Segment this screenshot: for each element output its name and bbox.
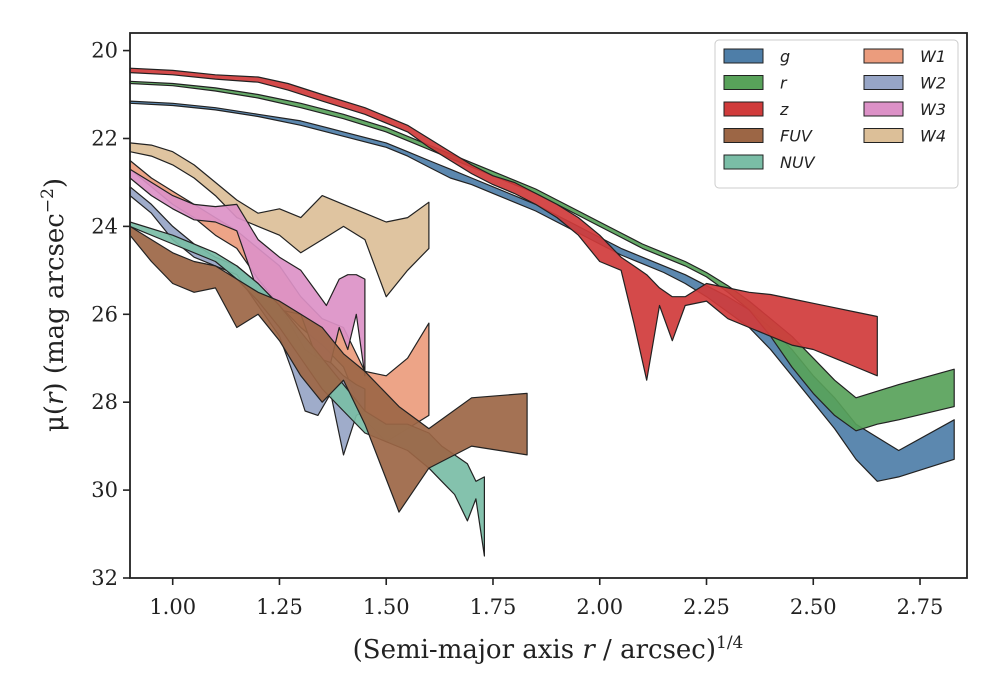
y-axis-label-sup: −2 xyxy=(38,188,58,213)
x-axis-label-sup: 1/4 xyxy=(716,633,743,653)
legend-swatch-w2 xyxy=(863,75,904,90)
legend-label-w1: W1 xyxy=(920,47,946,66)
legend-swatch-fuv xyxy=(723,128,764,143)
legend-label-fuv: FUV xyxy=(780,127,813,146)
y-axis-label-var: r xyxy=(40,391,70,405)
legend-label-w2: W2 xyxy=(920,74,946,93)
legend-swatch-w4 xyxy=(863,128,904,143)
legend-label-w4: W4 xyxy=(920,127,946,146)
x-tick-label-3: 1.75 xyxy=(470,595,517,619)
x-axis-label: (Semi-major axis r / arcsec)1/4 xyxy=(353,633,744,665)
y-axis-label: μ(r) (mag arcsec−2) xyxy=(38,178,70,432)
y-axis-label-mid: ) (mag arcsec xyxy=(40,213,70,392)
legend-label-z: z xyxy=(779,100,789,119)
x-tick-label-5: 2.25 xyxy=(683,595,730,619)
area-band-g xyxy=(129,100,955,482)
legend-label-w3: W3 xyxy=(920,100,946,119)
legend-swatch-g xyxy=(723,48,764,64)
legend-label-r: r xyxy=(780,74,788,93)
x-axis-label-var: r xyxy=(582,635,596,665)
area-band-z xyxy=(129,67,878,381)
y-tick-label-0: 20 xyxy=(91,39,118,63)
y-tick-label-5: 30 xyxy=(91,478,118,502)
y-tick-label-3: 26 xyxy=(91,302,118,326)
y-tick-label-4: 28 xyxy=(91,390,118,414)
legend: grz FUV NUV W1 W2 W3 W4 xyxy=(714,39,959,189)
legend-label-nuv: NUV xyxy=(780,153,816,172)
y-axis-label-group: μ(r) (mag arcsec−2) xyxy=(38,178,70,432)
x-axis-ticks: 1.00 1.25 1.50 1.75 2.00 2.25 2.50 2.75 xyxy=(149,578,943,619)
legend-swatch-w3 xyxy=(863,101,904,117)
x-axis-label-mid: / arcsec) xyxy=(595,635,716,665)
x-tick-label-6: 2.50 xyxy=(790,595,837,619)
y-axis-ticks: 20 22 24 26 28 30 32 xyxy=(91,39,130,590)
x-tick-label-4: 2.00 xyxy=(576,595,623,619)
y-tick-label-6: 32 xyxy=(91,566,118,590)
legend-label-g: g xyxy=(780,47,790,66)
y-tick-label-2: 24 xyxy=(91,214,118,238)
area-band-w4 xyxy=(129,142,430,298)
x-tick-label-0: 1.00 xyxy=(149,595,196,619)
plot-frame xyxy=(129,32,968,579)
x-tick-label-2: 1.50 xyxy=(363,595,410,619)
legend-swatch-z xyxy=(723,101,764,117)
y-tick-label-1: 22 xyxy=(91,126,118,150)
legend-swatch-nuv xyxy=(723,154,764,170)
y-axis-label-suffix: ) xyxy=(40,178,70,188)
y-axis-label-prefix: μ( xyxy=(40,405,70,432)
area-band-fuv xyxy=(129,225,528,513)
legend-swatch-r xyxy=(723,75,764,90)
plot-areas xyxy=(129,67,955,557)
x-tick-label-1: 1.25 xyxy=(256,595,303,619)
x-axis-label-prefix: (Semi-major axis xyxy=(353,635,583,665)
legend-swatch-w1 xyxy=(863,48,904,64)
x-tick-label-7: 2.75 xyxy=(897,595,944,619)
